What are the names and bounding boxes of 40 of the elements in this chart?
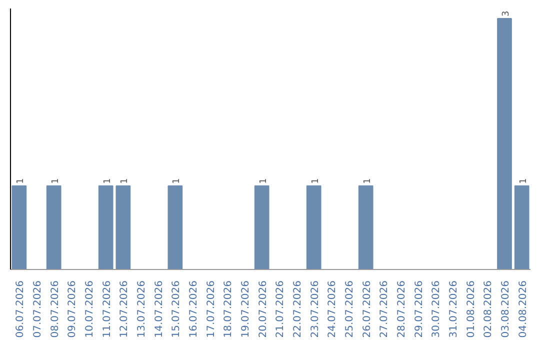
x-tick-label: 26.07.2026 xyxy=(362,280,373,338)
x-tick-label: 11.07.2026 xyxy=(102,280,113,338)
x-tick-label: 29.07.2026 xyxy=(414,280,425,338)
x-tick-label: 25.07.2026 xyxy=(344,280,356,338)
data-label: 1 xyxy=(102,178,113,184)
x-tick-label: 18.07.2026 xyxy=(223,280,234,338)
x-tick-label: 03.08.2026 xyxy=(500,280,512,338)
x-tick-label: 24.07.2026 xyxy=(327,280,338,338)
x-tick-label: 12.07.2026 xyxy=(119,280,130,338)
data-label: 1 xyxy=(310,178,321,184)
x-tick-label: 16.07.2026 xyxy=(188,280,200,338)
data-label: 1 xyxy=(362,178,373,184)
x-tick-label: 22.07.2026 xyxy=(292,280,304,338)
x-tick-label: 13.07.2026 xyxy=(136,280,148,338)
x-tick-label: 07.07.2026 xyxy=(32,280,44,338)
x-tick-label: 30.07.2026 xyxy=(431,280,442,338)
data-label: 1 xyxy=(16,178,26,184)
x-tick-label: 06.07.2026 xyxy=(15,280,26,338)
x-tick-label: 20.07.2026 xyxy=(258,280,269,338)
x-tick-label: 31.07.2026 xyxy=(448,280,460,338)
x-tick-label: 04.08.2026 xyxy=(518,280,529,338)
data-label: 1 xyxy=(172,178,182,184)
x-tick-label: 27.07.2026 xyxy=(379,280,390,338)
x-tick-label: 23.07.2026 xyxy=(310,280,321,338)
x-tick-label: 01.08.2026 xyxy=(466,280,477,338)
data-label: 1 xyxy=(518,178,529,184)
x-tick-label: 19.07.2026 xyxy=(240,280,252,338)
x-tick-label: 10.07.2026 xyxy=(84,280,96,338)
x-tick-label: 09.07.2026 xyxy=(67,280,78,338)
x-tick-label: 15.07.2026 xyxy=(171,280,182,338)
data-label: 1 xyxy=(258,178,269,184)
data-label: 1 xyxy=(50,178,61,184)
data-label: 1 xyxy=(120,178,130,184)
x-tick-label: 28.07.2026 xyxy=(396,280,408,338)
data-label: 3 xyxy=(502,10,512,17)
x-tick-label: 21.07.2026 xyxy=(275,280,286,338)
x-tick-label: 17.07.2026 xyxy=(206,280,217,338)
x-tick-label: 08.07.2026 xyxy=(50,280,61,338)
x-tick-label: 02.08.2026 xyxy=(483,280,494,338)
x-tick-label: 14.07.2026 xyxy=(154,280,165,338)
